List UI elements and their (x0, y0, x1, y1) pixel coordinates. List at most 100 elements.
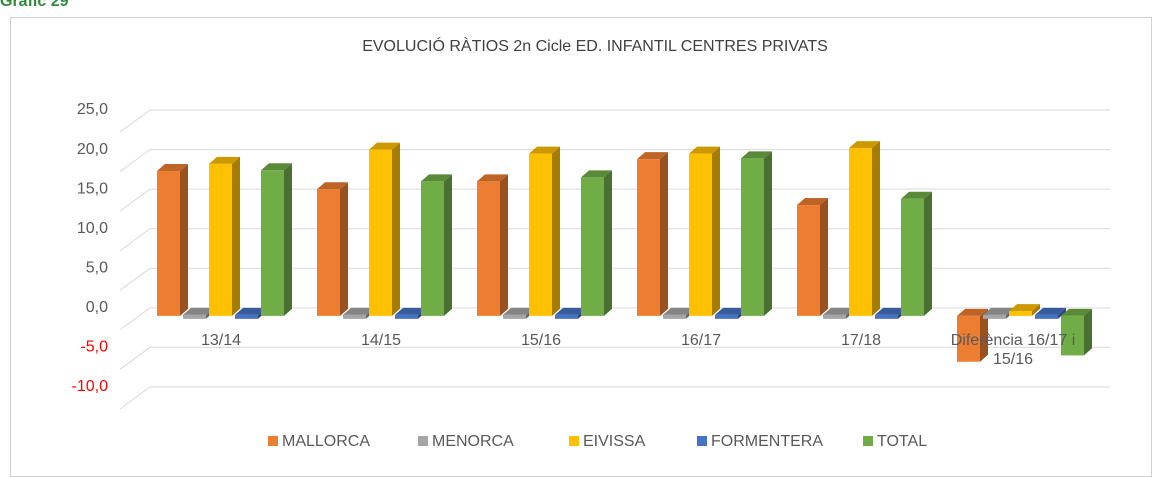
bar (209, 156, 240, 316)
bar (529, 146, 560, 316)
bar-face (209, 163, 232, 316)
y-tick-label: -5,0 (80, 339, 108, 356)
bar-face (529, 153, 552, 316)
bar-face (581, 170, 612, 178)
bar-face (503, 307, 534, 315)
bar-face (581, 177, 604, 316)
bar (1061, 308, 1092, 356)
bar (1009, 304, 1040, 316)
bar-face (317, 182, 348, 190)
bar-face (712, 146, 720, 316)
bar-face (980, 308, 988, 362)
bar-face (477, 181, 500, 316)
grid-line (119, 228, 1110, 252)
legend-label: TOTAL (877, 433, 927, 450)
bar-face (232, 156, 240, 316)
grid-line (119, 149, 1110, 172)
bar (369, 142, 400, 316)
legend-swatch (268, 436, 278, 446)
bar-face (1061, 315, 1084, 356)
legend-swatch (697, 436, 707, 446)
figure-caption: Gràfic 29 (0, 0, 69, 10)
bar-face (1032, 304, 1040, 316)
legend-label: MENORCA (432, 433, 514, 450)
bar (157, 164, 188, 316)
bar-face (797, 205, 820, 316)
bar-face (317, 189, 340, 316)
x-tick-label: 13/14 (200, 331, 242, 349)
bar-face (500, 174, 508, 316)
bar (957, 308, 988, 362)
bar (689, 146, 720, 316)
grid-line (119, 109, 1110, 133)
bar-face (872, 141, 880, 316)
bar-face (1061, 308, 1092, 316)
bar (1035, 307, 1066, 319)
y-tick-label: 15,0 (77, 180, 108, 197)
y-tick-label: 25,0 (77, 101, 108, 118)
bar-face (1009, 311, 1032, 316)
bar-face (715, 307, 746, 315)
bar-face (503, 314, 526, 319)
bar-face (235, 314, 258, 319)
bar-face (369, 149, 392, 316)
bar-face (764, 151, 772, 316)
bar-face (741, 151, 772, 159)
bar-face (157, 164, 188, 172)
x-tick-label: 15/16 (520, 331, 562, 349)
bar-face (604, 170, 612, 316)
bar-face (660, 152, 668, 316)
bar-face (395, 314, 418, 319)
bar-face (477, 174, 508, 182)
bar-face (340, 182, 348, 316)
bar-face (1009, 304, 1040, 312)
bar (261, 163, 292, 316)
bar-face (924, 191, 932, 316)
bar-face (715, 314, 738, 319)
bar-face (983, 307, 1014, 315)
bar-face (444, 174, 452, 316)
grid-line (119, 307, 1110, 331)
bar-face (1035, 307, 1066, 315)
bar-face (180, 164, 188, 316)
x-tick-label: Diferència 16/17 i 15/16 (950, 331, 1076, 368)
bar (849, 141, 880, 316)
bar (637, 152, 668, 316)
bar (797, 198, 828, 316)
bar-face (823, 307, 854, 315)
bar-face (1084, 308, 1092, 356)
bar-face (689, 146, 720, 154)
bar (477, 174, 508, 316)
legend-label: MALLORCA (282, 433, 370, 450)
x-tick-label: 17/18 (840, 331, 882, 349)
bar-face (529, 146, 560, 154)
y-tick-label: 20,0 (77, 141, 108, 158)
bar-face (555, 307, 586, 315)
bar-face (1035, 314, 1058, 319)
bar-face (421, 174, 452, 182)
x-tick-label: 14/15 (360, 331, 402, 349)
y-tick-label: -10,0 (72, 378, 109, 395)
bar-face (797, 198, 828, 206)
bar-face (552, 146, 560, 316)
bar-face (901, 198, 924, 316)
bar-face (343, 314, 366, 319)
legend-swatch (418, 436, 428, 446)
bar-face (849, 141, 880, 149)
bar-face (637, 152, 668, 160)
bar (317, 182, 348, 316)
bar-face (823, 314, 846, 319)
bar-face (957, 308, 988, 316)
bar-face (875, 314, 898, 319)
grid-line (119, 386, 1110, 410)
bar-face (261, 170, 284, 316)
grid-line (119, 188, 1110, 212)
bar-face (663, 307, 694, 315)
bar-face (555, 314, 578, 319)
bar-face (395, 307, 426, 315)
bar-face (284, 163, 292, 316)
bar-face (983, 314, 1006, 319)
bar-face (820, 198, 828, 316)
